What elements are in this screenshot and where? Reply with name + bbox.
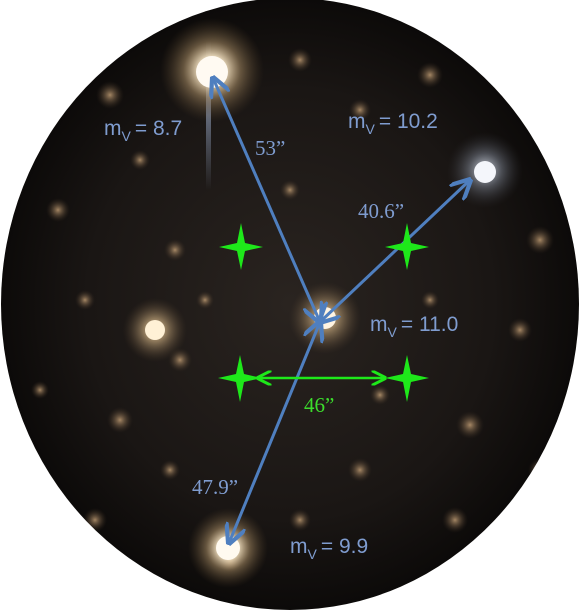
faint-star <box>528 458 552 482</box>
faint-star <box>96 81 124 109</box>
faint-star <box>349 99 371 121</box>
faint-star <box>417 62 443 88</box>
faint-star <box>370 385 390 405</box>
faint-star <box>31 381 49 399</box>
separation-label-top-right: 40.6” <box>358 199 404 223</box>
faint-star <box>196 291 214 309</box>
arrow-to-top-right-star <box>320 180 470 322</box>
separation-label-bottom: 47.9” <box>192 475 238 499</box>
magnitude-label-top-left: mV = 8.7 <box>104 117 182 144</box>
separation-label-top-left: 53” <box>255 136 285 160</box>
faint-star <box>107 407 133 433</box>
faint-star <box>442 507 468 533</box>
four-point-star-icon <box>218 355 262 402</box>
faint-star <box>280 180 300 200</box>
arrow-to-top-left-star <box>213 78 320 322</box>
four-point-star-icon <box>219 223 263 270</box>
faint-star <box>348 458 372 482</box>
star-bottom-core <box>216 536 240 560</box>
faint-star <box>75 290 95 310</box>
star-top-left-core <box>196 56 228 88</box>
star-top-right-core <box>474 161 496 183</box>
faint-star <box>289 509 311 531</box>
magnitude-label-center: mV = 11.0 <box>370 313 458 340</box>
faint-star <box>421 291 439 309</box>
faint-star <box>83 508 107 532</box>
faint-star <box>46 198 70 222</box>
four-point-star-icon <box>385 223 429 270</box>
faint-star <box>130 150 150 170</box>
star-left-middle-core <box>145 320 165 340</box>
faint-star <box>160 460 180 480</box>
magnitude-label-bottom: mV = 9.9 <box>290 535 368 562</box>
faint-star <box>508 318 532 342</box>
magnitude-label-top-right: mV = 10.2 <box>348 110 438 137</box>
faint-star <box>164 239 186 261</box>
faint-star <box>288 48 312 72</box>
faint-star <box>456 411 484 439</box>
faint-star <box>526 226 554 254</box>
four-point-star-icon <box>385 355 429 402</box>
arrow-to-bottom-star <box>229 322 320 543</box>
scale-bar-label: 46” <box>304 393 334 417</box>
